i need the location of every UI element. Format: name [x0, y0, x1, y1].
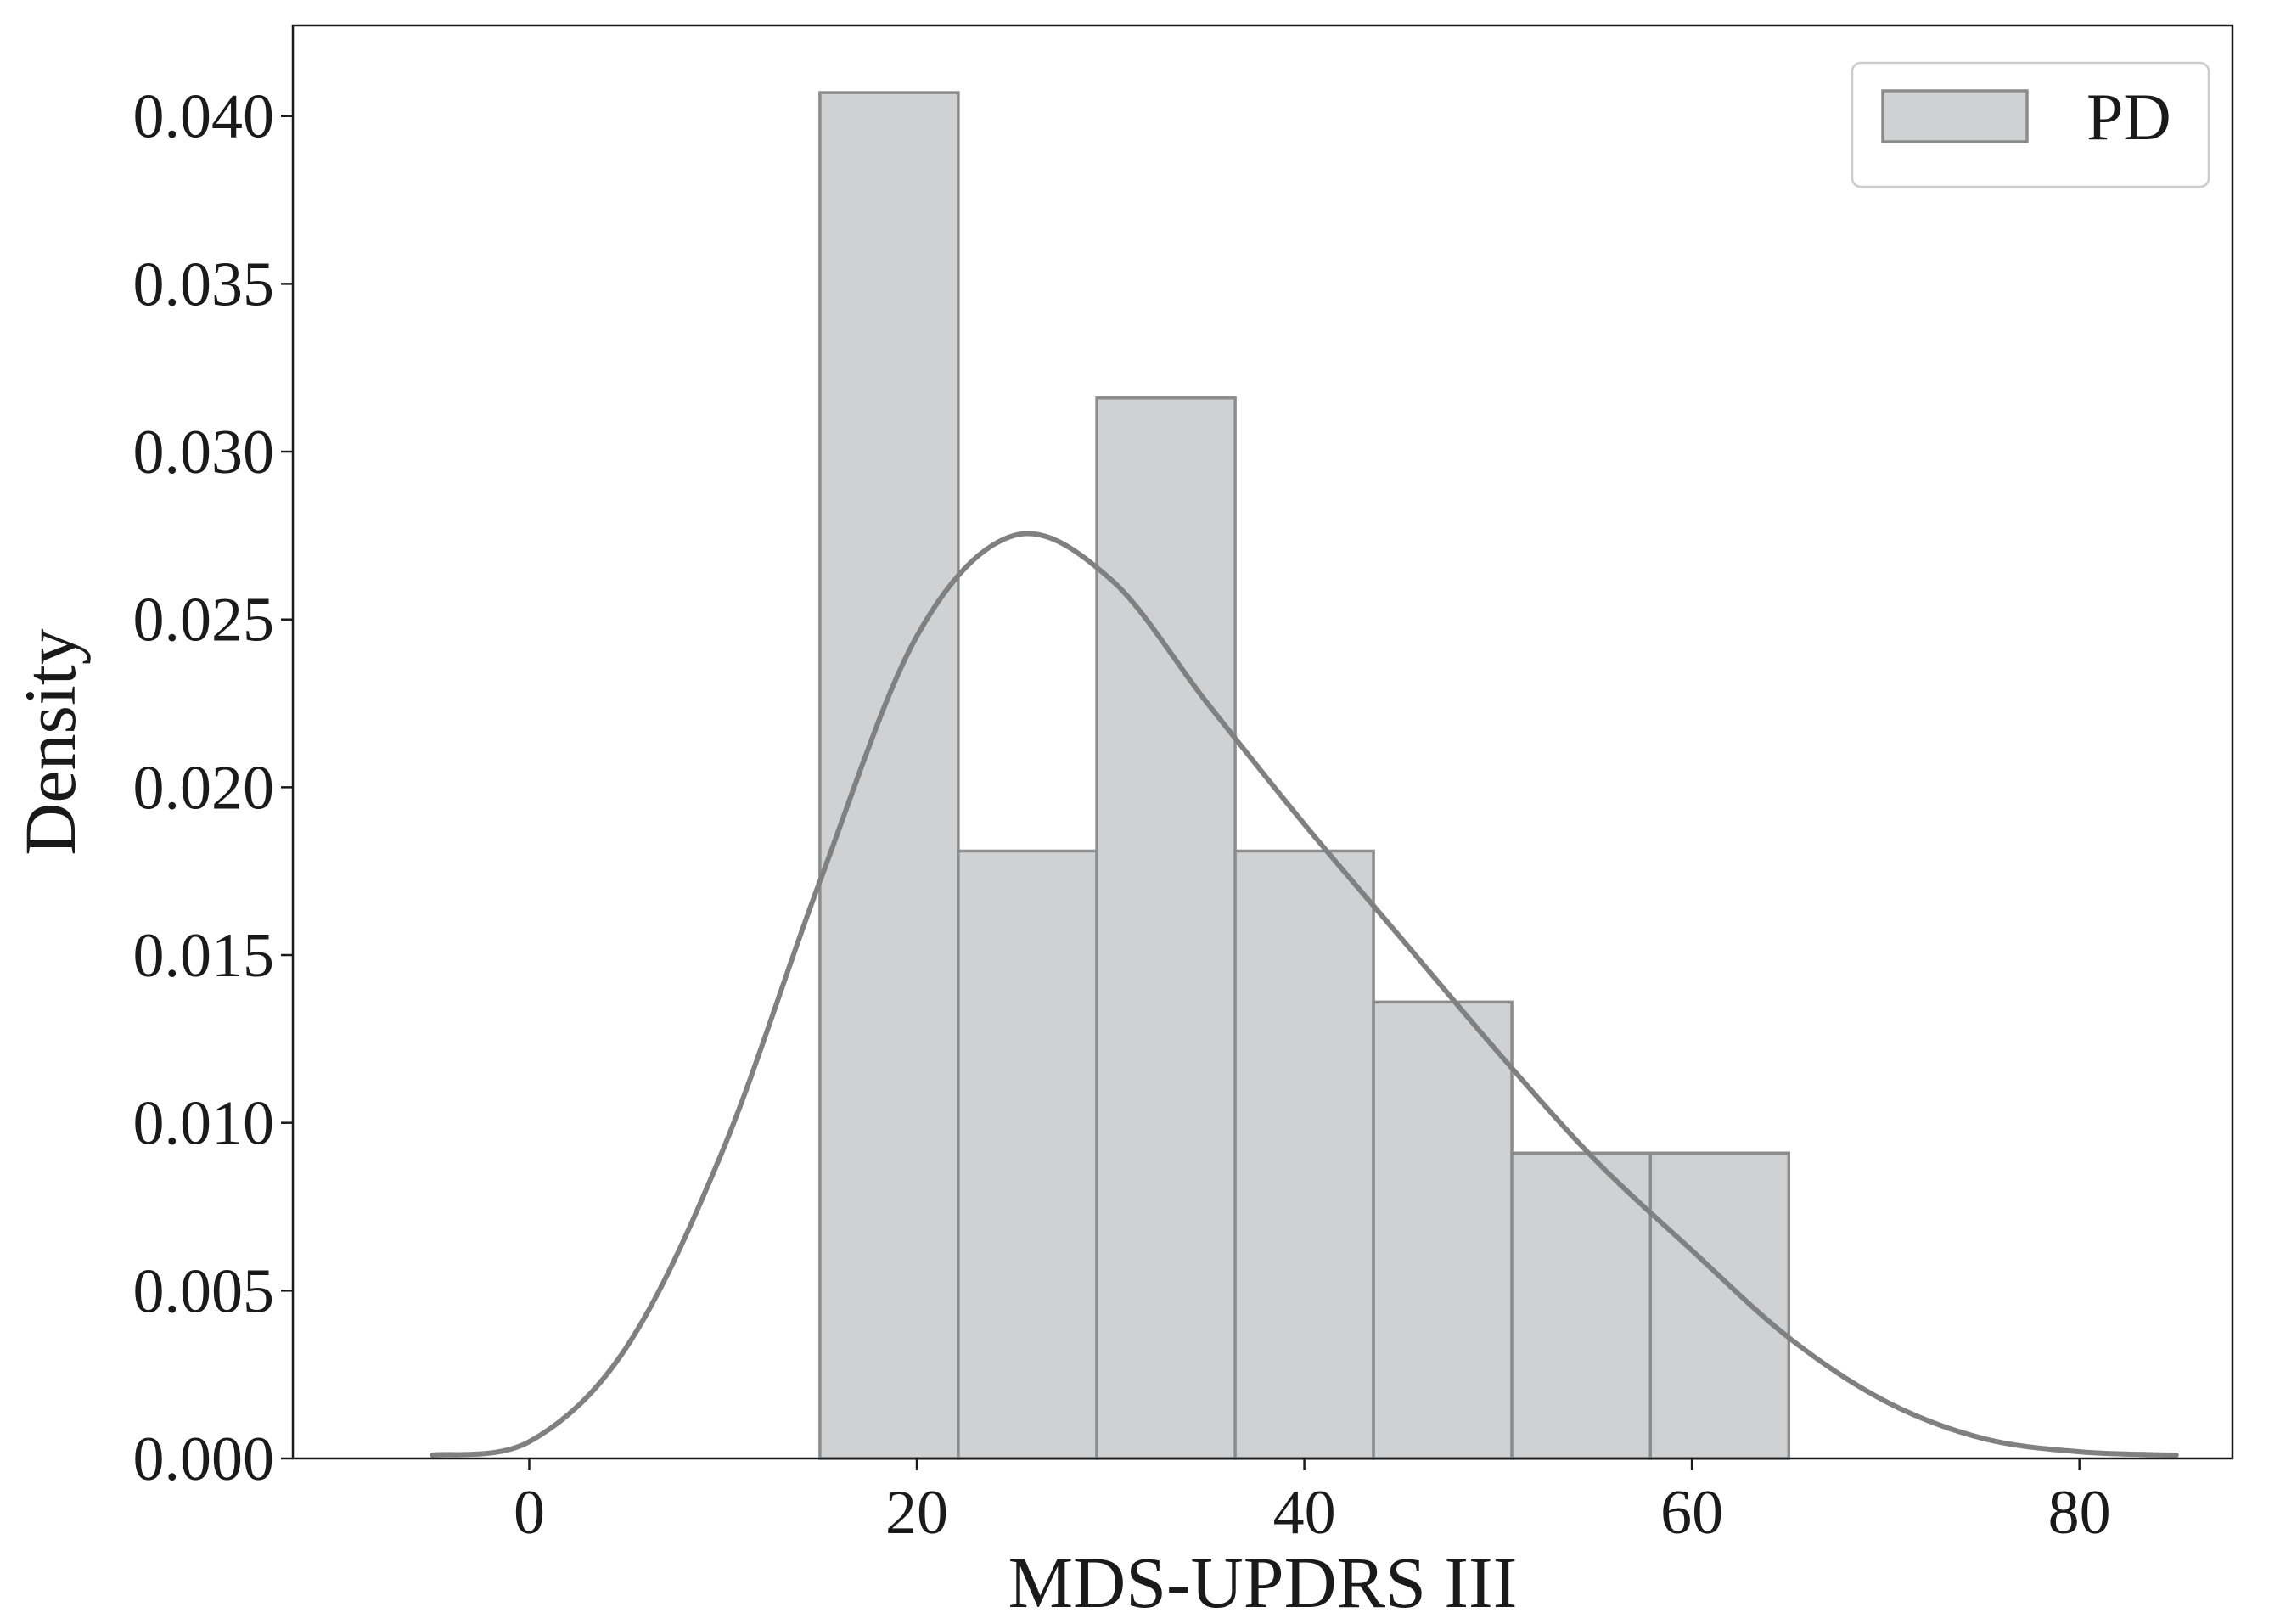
x-tick-label: 40 [1273, 1478, 1336, 1548]
y-tick-label: 0.025 [133, 586, 275, 655]
histogram-bar [1095, 396, 1237, 1460]
y-tick-label: 0.005 [133, 1256, 275, 1326]
y-axis-label: Density [9, 628, 91, 856]
x-tick-label: 20 [885, 1478, 948, 1548]
y-tick-label: 0.040 [133, 82, 275, 152]
y-tick-label: 0.020 [133, 753, 275, 823]
y-tick-label: 0.000 [133, 1425, 275, 1494]
kde-curve [430, 531, 2179, 1458]
x-tick-label: 80 [2048, 1478, 2111, 1548]
x-tick-label: 0 [514, 1478, 545, 1548]
y-tick-label: 0.035 [133, 250, 275, 319]
histogram-bar [1510, 1151, 1653, 1460]
legend-swatch [1881, 89, 2029, 143]
axes-frame [291, 24, 2234, 1460]
histogram-bar [1233, 849, 1375, 1460]
y-tick-label: 0.010 [133, 1089, 275, 1159]
legend: PD [1851, 61, 2210, 188]
histogram-bar [957, 849, 1098, 1460]
x-tick-label: 60 [1660, 1478, 1723, 1548]
x-axis-label: MDS-UPDRS III [1008, 1542, 1518, 1620]
y-tick-label: 0.030 [133, 418, 275, 487]
y-tick-label: 0.015 [133, 921, 275, 991]
histogram-bar [818, 91, 960, 1460]
histogram-bar [1372, 1000, 1514, 1460]
histogram-bar [1648, 1151, 1791, 1460]
legend-label: PD [2086, 80, 2171, 154]
